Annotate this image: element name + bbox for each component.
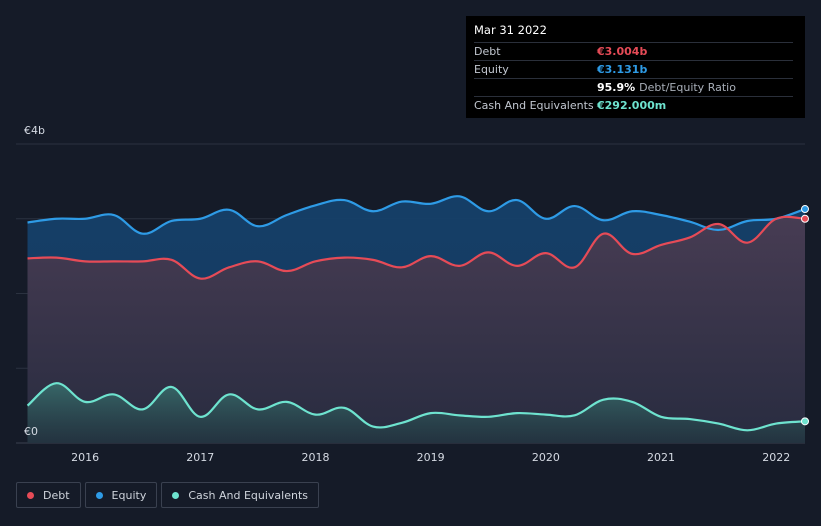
legend-debt-dot-icon xyxy=(27,491,34,499)
legend: Debt Equity Cash And Equivalents xyxy=(16,482,319,508)
legend-debt-label: Debt xyxy=(43,488,70,502)
series-areas xyxy=(27,196,805,443)
legend-item-equity[interactable]: Equity xyxy=(84,482,158,508)
x-tick-label-2020: 2020 xyxy=(532,451,560,464)
tooltip-ratio-value: 95.9% xyxy=(597,81,636,94)
tooltip-debt-value: €3.004b xyxy=(597,45,648,58)
tooltip-date: Mar 31 2022 xyxy=(474,23,547,37)
y-tick-label-0: €0 xyxy=(24,425,38,438)
tooltip-ratio-spacer xyxy=(474,79,597,96)
tooltip-row-equity: Equity €3.131b xyxy=(474,60,793,78)
debt-line xyxy=(27,215,806,280)
y-tick-label-1: €4b xyxy=(24,124,45,137)
tooltip-ratio-label: Debt/Equity Ratio xyxy=(639,81,736,94)
tooltip-row-ratio: 95.9% Debt/Equity Ratio xyxy=(474,78,793,96)
legend-item-cash[interactable]: Cash And Equivalents xyxy=(161,482,319,508)
x-tick-label-2016: 2016 xyxy=(71,451,99,464)
x-tick-label-2017: 2017 xyxy=(186,451,214,464)
cash-line xyxy=(26,382,806,432)
series-lines xyxy=(26,195,806,432)
tooltip-row-cash: Cash And Equivalents €292.000m xyxy=(474,96,793,114)
x-tick-label-2022: 2022 xyxy=(762,451,790,464)
legend-item-debt[interactable]: Debt xyxy=(16,482,81,508)
axis-ticks: €0 €4b 2016 2017 2018 2019 2020 2021 2022 xyxy=(24,124,790,464)
legend-cash-label: Cash And Equivalents xyxy=(188,488,308,502)
debt-end-marker xyxy=(801,214,809,223)
end-markers xyxy=(801,205,809,426)
equity-line xyxy=(27,195,806,235)
legend-equity-dot-icon xyxy=(95,491,103,499)
cash-area xyxy=(27,383,805,443)
debt-area xyxy=(27,216,805,443)
legend-equity-label: Equity xyxy=(111,488,147,502)
tooltip-equity-value: €3.131b xyxy=(597,63,648,76)
x-tick-label-2019: 2019 xyxy=(417,451,445,464)
x-tick-label-2018: 2018 xyxy=(301,451,329,464)
tooltip-cash-value: €292.000m xyxy=(597,99,667,112)
legend-cash-dot-icon xyxy=(172,491,180,499)
x-tick-label-2021: 2021 xyxy=(647,451,675,464)
equity-end-marker xyxy=(801,205,809,214)
tooltip-equity-label: Equity xyxy=(474,63,509,76)
cash-end-marker xyxy=(801,417,809,426)
tooltip-debt-label: Debt xyxy=(474,45,501,58)
tooltip-row-debt: Debt €3.004b xyxy=(474,42,793,60)
tooltip-cash-label: Cash And Equivalents xyxy=(474,99,594,112)
tooltip-panel: Mar 31 2022 Debt €3.004b Equity €3.131b … xyxy=(466,16,805,118)
